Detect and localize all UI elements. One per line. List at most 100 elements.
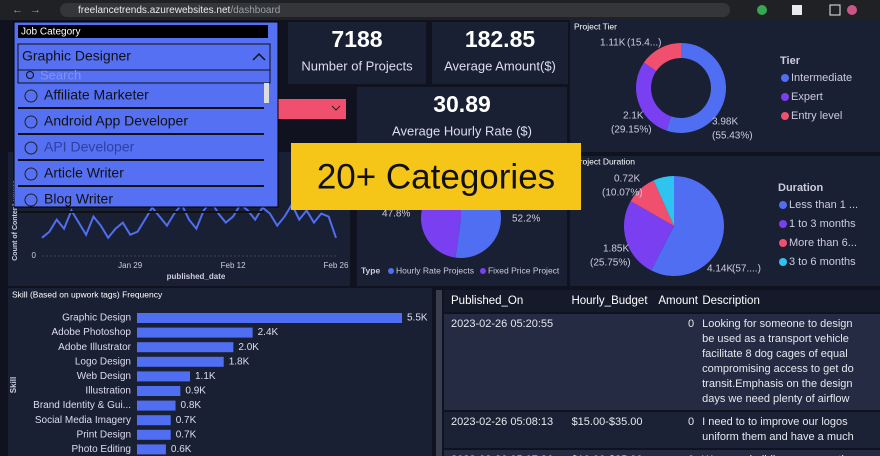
y-axis-label: Count of Content.upwor...	[12, 175, 19, 261]
y-tick-label: Adobe Illustrator	[58, 342, 131, 353]
cell: 0	[659, 453, 703, 456]
back-button[interactable]: ←	[12, 4, 23, 16]
chart-title: Skill (Based on upwork tags) Frequency	[12, 289, 163, 299]
y-axis-label: Skill	[9, 377, 18, 393]
data-label: 0.9K	[185, 386, 206, 397]
description-line: We are a building company the	[702, 453, 880, 456]
data-label: 2.1K	[623, 111, 644, 122]
slicer-title: Job Category	[21, 27, 80, 38]
search-icon	[26, 71, 34, 79]
data-label: 0.7K	[176, 429, 197, 440]
card	[432, 22, 568, 84]
line	[41, 199, 337, 240]
bar	[137, 327, 253, 338]
option-radio	[24, 115, 38, 129]
data-label: 52.2%	[512, 214, 540, 225]
kpi-value: 7188	[331, 26, 382, 52]
data-label: (29.15%)	[611, 125, 652, 136]
search-box[interactable]	[17, 69, 271, 84]
legend-title: Tier	[780, 55, 801, 67]
legend-swatch	[779, 201, 787, 209]
description-line: compromising access to get do	[702, 363, 854, 375]
y-tick-label: Social Media Imagery	[35, 415, 131, 426]
data-label: 2.4K	[258, 327, 279, 338]
legend-swatch	[779, 239, 787, 247]
data-label: (55.43%)	[712, 131, 753, 142]
column-header[interactable]: Published_On	[451, 294, 524, 307]
card	[288, 22, 426, 84]
cell: 0	[687, 318, 695, 330]
slicer[interactable]	[270, 99, 346, 119]
legend-swatch	[781, 93, 789, 101]
url: freelancetrends.azurewebsites.net/dashbo…	[78, 5, 280, 16]
legend-entry: Intermediate	[791, 72, 852, 84]
profile-icon[interactable]	[847, 5, 857, 15]
data-label: (10.07%)	[602, 188, 643, 199]
bar	[137, 371, 190, 382]
chevron	[331, 105, 341, 111]
chevron	[252, 52, 266, 61]
url-path: /dashboard	[230, 5, 280, 16]
selected-value: Graphic Designer	[22, 48, 131, 64]
legend-swatch	[781, 112, 789, 120]
slicer-header	[18, 25, 268, 38]
column-header[interactable]: Amount	[658, 294, 698, 307]
cell: 0	[687, 416, 695, 428]
extension-icon[interactable]	[757, 5, 767, 15]
description-line: uniform them and have a much	[702, 431, 854, 443]
kpi-label: Average Hourly Rate ($)	[392, 123, 532, 138]
column-header[interactable]: Hourly_Budget	[571, 294, 648, 307]
data-label: (25.75%)	[590, 258, 631, 269]
data-label: 1.85K	[603, 244, 629, 255]
data-label: 47.8%	[382, 209, 410, 220]
column-header[interactable]: Description	[702, 295, 760, 307]
y-tick-label: Web Design	[77, 371, 131, 382]
banner-text: 20+ Categories	[317, 157, 555, 196]
legend-entry: Fixed Price Project	[488, 265, 560, 275]
legend-swatch	[779, 258, 787, 266]
forward-button[interactable]: →	[30, 4, 41, 16]
legend-entry: More than 6...	[789, 237, 857, 249]
option[interactable]: Affiliate Marketer	[44, 87, 149, 103]
cell	[572, 317, 659, 407]
option-radio	[24, 141, 38, 155]
card	[357, 87, 567, 150]
bar	[137, 342, 234, 353]
y-tick-label: 0	[32, 251, 37, 260]
option[interactable]: Article Writer	[44, 165, 124, 181]
option[interactable]: Android App Developer	[44, 113, 188, 129]
cell: $10.00-$25.00	[572, 453, 659, 456]
x-tick-label: Feb 26	[324, 261, 349, 270]
scrollbar[interactable]	[264, 83, 269, 103]
data-label: 3.98K	[712, 117, 738, 128]
legend-swatch	[388, 268, 394, 274]
y-tick-label: Photo Editing	[72, 444, 132, 455]
sidebar-icon[interactable]	[829, 4, 841, 16]
description-line: be used as a transport vehicle	[702, 333, 849, 345]
option[interactable]: Blog Writer	[44, 191, 113, 207]
legend-swatch	[479, 268, 486, 274]
table-row: 2023-02-26 05:20:55 0 Looking for someone …	[444, 312, 880, 410]
cell: $15.00-$35.00	[571, 416, 643, 428]
extension-icon[interactable]	[792, 5, 802, 15]
y-tick-label: Adobe Photoshop	[51, 327, 131, 338]
kpi-label: Average Amount($)	[444, 58, 556, 73]
scrollbar[interactable]	[436, 290, 442, 456]
address-bar[interactable]	[60, 3, 730, 17]
legend-title: Duration	[778, 182, 824, 194]
pie-slice	[630, 180, 674, 226]
description-line: days we need plenty of airflow	[702, 393, 850, 405]
legend-entry: 1 to 3 months	[789, 218, 856, 230]
search-placeholder: Search	[40, 67, 81, 82]
table-row: 2023-02-26 05:08:13 $15.00-$35.00 0 I need …	[444, 410, 880, 448]
cell: Looking for someone to design be used as …	[702, 317, 880, 407]
cell: We are a building company the	[702, 453, 880, 456]
data-label: 0.8K	[181, 400, 202, 411]
legend-entry: Expert	[791, 91, 823, 103]
option[interactable]: API Developer	[44, 139, 135, 155]
bar	[137, 313, 402, 323]
kpi-value: 182.85	[465, 26, 536, 52]
legend-swatch	[781, 74, 789, 82]
legend-title: Type	[361, 265, 380, 275]
chart-title: Project Tier	[574, 21, 617, 31]
